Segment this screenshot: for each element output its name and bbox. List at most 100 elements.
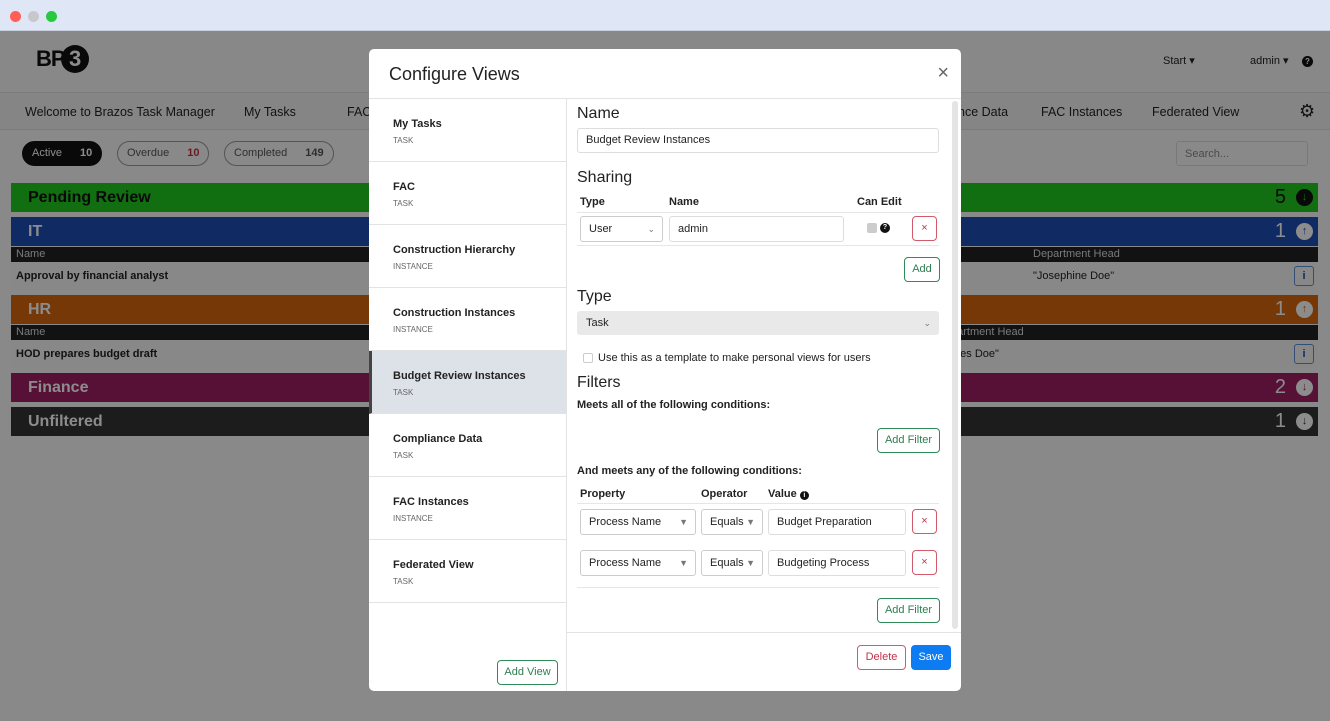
- name-heading: Name: [577, 105, 620, 122]
- view-type-value: Task: [586, 317, 609, 329]
- nav-fac-instances[interactable]: FAC Instances: [1041, 105, 1123, 119]
- arrow-down-icon[interactable]: ↓: [1296, 413, 1313, 430]
- all-conditions-label: Meets all of the following conditions:: [577, 399, 771, 411]
- add-all-filter-button[interactable]: Add Filter: [877, 428, 940, 453]
- add-sharing-button[interactable]: Add: [904, 257, 940, 282]
- info-button[interactable]: i: [1294, 344, 1314, 364]
- nav-federated-view[interactable]: Federated View: [1152, 105, 1240, 119]
- close-icon[interactable]: ×: [937, 62, 949, 84]
- any-conditions-label: And meets any of the following condition…: [577, 465, 802, 477]
- filter-operator-select[interactable]: Equals ▼: [701, 509, 763, 535]
- property-value: Process Name: [589, 516, 662, 528]
- modal-footer: Delete Save: [567, 632, 961, 691]
- scrollbar[interactable]: [952, 101, 958, 629]
- minimize-window-button[interactable]: [28, 11, 39, 22]
- filter-overdue[interactable]: Overdue 10: [117, 141, 210, 166]
- task-name: Approval by financial analyst: [16, 270, 169, 282]
- view-name-input[interactable]: Budget Review Instances: [577, 128, 939, 153]
- group-count: 5: [1274, 186, 1286, 208]
- view-item-budget-review-instances[interactable]: Budget Review Instances TASK: [369, 351, 566, 414]
- chevron-down-icon: ⌄: [923, 318, 931, 328]
- arrow-down-icon[interactable]: ↓: [1296, 379, 1313, 396]
- sharing-col-can-edit: Can Edit: [857, 196, 902, 208]
- close-window-button[interactable]: [10, 11, 21, 22]
- gear-icon[interactable]: ⚙: [1299, 101, 1316, 121]
- group-name: Finance: [28, 379, 89, 396]
- nav-fac[interactable]: FAC: [347, 105, 372, 119]
- arrow-up-icon[interactable]: ↑: [1296, 223, 1313, 240]
- user-menu[interactable]: admin ▾: [1250, 55, 1289, 67]
- filter-operator-select[interactable]: Equals ▼: [701, 550, 763, 576]
- view-item-construction-instances[interactable]: Construction Instances INSTANCE: [369, 288, 566, 351]
- sharing-type-select[interactable]: User ⌄: [580, 216, 663, 242]
- caret-down-icon: ▼: [679, 558, 688, 568]
- view-item-fac-instances[interactable]: FAC Instances INSTANCE: [369, 477, 566, 540]
- view-type: INSTANCE: [393, 514, 433, 523]
- view-name: Compliance Data: [393, 433, 483, 445]
- nav-my-tasks[interactable]: My Tasks: [244, 105, 296, 119]
- task-name: HOD prepares budget draft: [16, 348, 158, 360]
- department-head: "Josephine Doe": [1033, 270, 1115, 282]
- filter-completed[interactable]: Completed 149: [224, 141, 334, 166]
- delete-button[interactable]: Delete: [857, 645, 906, 670]
- group-name: Unfiltered: [28, 413, 103, 430]
- group-count: 1: [1274, 220, 1286, 242]
- divider: [577, 503, 939, 504]
- view-type: TASK: [393, 451, 414, 460]
- start-menu[interactable]: Start ▾: [1163, 55, 1195, 67]
- info-button[interactable]: i: [1294, 266, 1314, 286]
- col-operator: Operator: [701, 488, 748, 500]
- group-name: HR: [28, 301, 52, 318]
- divider: [577, 245, 939, 246]
- filter-active-label: Active: [32, 147, 62, 159]
- view-type: TASK: [393, 577, 414, 586]
- info-icon[interactable]: i: [799, 491, 809, 500]
- view-type: TASK: [393, 199, 414, 208]
- help-icon[interactable]: ?: [1302, 56, 1313, 67]
- type-heading: Type: [577, 288, 612, 305]
- nav-welcome[interactable]: Welcome to Brazos Task Manager: [25, 105, 215, 119]
- maximize-window-button[interactable]: [46, 11, 57, 22]
- filter-value-input[interactable]: Budgeting Process: [768, 550, 906, 576]
- arrow-down-icon[interactable]: ↓: [1296, 189, 1313, 206]
- filter-property-select[interactable]: Process Name ▼: [580, 509, 696, 535]
- department-head: mes Doe": [951, 348, 999, 360]
- arrow-up-icon[interactable]: ↑: [1296, 301, 1313, 318]
- add-any-filter-button[interactable]: Add Filter: [877, 598, 940, 623]
- view-type: TASK: [393, 388, 414, 397]
- filter-active[interactable]: Active 10: [22, 141, 103, 166]
- view-item-my-tasks[interactable]: My Tasks TASK: [369, 99, 566, 162]
- nav-compliance-data[interactable]: nce Data: [958, 105, 1009, 119]
- template-checkbox[interactable]: [583, 353, 593, 363]
- col-name: Name: [16, 326, 46, 338]
- view-name: FAC Instances: [393, 496, 469, 508]
- search-input[interactable]: Search...: [1176, 141, 1308, 166]
- can-edit-checkbox[interactable]: [867, 223, 877, 233]
- view-type: INSTANCE: [393, 262, 433, 271]
- remove-sharing-button[interactable]: ×: [912, 216, 937, 241]
- filter-overdue-label: Overdue: [127, 147, 170, 159]
- view-item-compliance-data[interactable]: Compliance Data TASK: [369, 414, 566, 477]
- remove-filter-button[interactable]: ×: [912, 550, 937, 575]
- col-department-head: partment Head: [951, 326, 1024, 338]
- window-titlebar: [0, 0, 1330, 31]
- remove-filter-button[interactable]: ×: [912, 509, 937, 534]
- chevron-down-icon: ⌄: [647, 224, 655, 234]
- view-type-select[interactable]: Task ⌄: [577, 311, 939, 335]
- view-item-construction-hierarchy[interactable]: Construction Hierarchy INSTANCE: [369, 225, 566, 288]
- filter-overdue-count: 10: [187, 147, 200, 159]
- view-item-federated-view[interactable]: Federated View TASK: [369, 540, 566, 603]
- question-icon[interactable]: ?: [880, 223, 890, 233]
- filter-property-select[interactable]: Process Name ▼: [580, 550, 696, 576]
- filter-value-input[interactable]: Budget Preparation: [768, 509, 906, 535]
- modal-title: Configure Views: [389, 64, 520, 84]
- views-list: My Tasks TASK FAC TASK Construction Hierar…: [369, 99, 567, 691]
- save-button[interactable]: Save: [911, 645, 951, 670]
- view-item-fac[interactable]: FAC TASK: [369, 162, 566, 225]
- sharing-name-input[interactable]: admin: [669, 216, 844, 242]
- group-name: IT: [28, 223, 43, 240]
- view-name: Federated View: [393, 559, 474, 571]
- caret-down-icon: ▼: [746, 558, 755, 568]
- filters-heading: Filters: [577, 374, 621, 391]
- add-view-button[interactable]: Add View: [497, 660, 558, 685]
